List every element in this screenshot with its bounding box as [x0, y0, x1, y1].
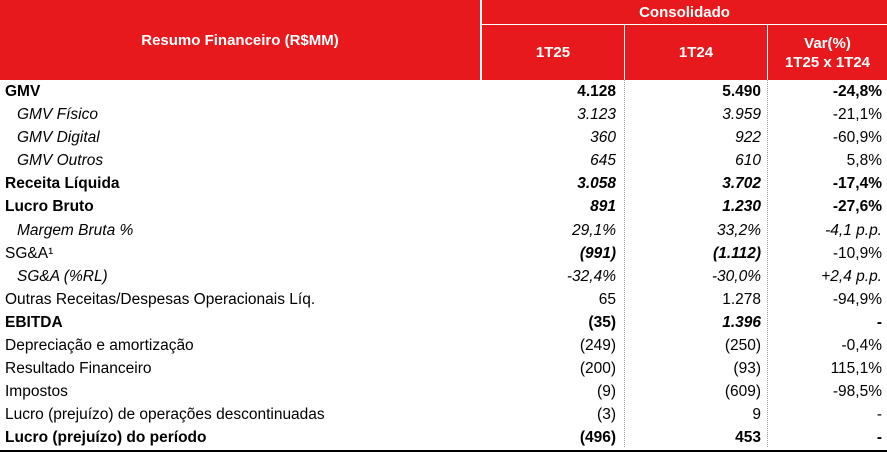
value-1t25: 65 — [598, 290, 616, 308]
value-1t24: -30,0% — [711, 267, 761, 285]
row-label: GMV Digital — [17, 129, 100, 147]
value-1t25: 29,1% — [572, 221, 616, 239]
row-label: Depreciação e amortização — [5, 337, 194, 355]
variation-header-line1: Var(%) — [804, 34, 851, 52]
value-variation: -17,4% — [832, 175, 882, 193]
value-1t24: (250) — [724, 337, 761, 355]
consolidated-group-header: Consolidado — [482, 0, 887, 24]
value-variation: -24,8% — [832, 83, 882, 100]
value-1t25: (200) — [579, 360, 616, 378]
table-row: SG&A¹ (991) (1.112) -10,9% — [0, 242, 887, 265]
row-label: GMV Físico — [17, 106, 98, 124]
value-1t25: 4.128 — [577, 83, 616, 100]
value-1t25: 3.058 — [577, 175, 616, 193]
value-variation: - — [876, 313, 882, 331]
row-label: EBITDA — [5, 313, 63, 331]
value-1t25: (3) — [597, 406, 616, 424]
value-1t24: 922 — [735, 129, 761, 147]
table-row: Resultado Financeiro (200) (93) 115,1% — [0, 357, 887, 380]
row-label: Lucro (prejuízo) de operações descontinu… — [5, 406, 325, 424]
value-1t24: 1.230 — [722, 198, 761, 216]
value-1t24: 3.959 — [722, 106, 761, 124]
column-divider — [624, 80, 625, 447]
value-1t25: (9) — [597, 383, 616, 401]
value-variation: -4,1 p.p. — [825, 221, 882, 239]
table-row: GMV Físico 3.123 3.959 -21,1% — [0, 103, 887, 126]
table-row-total: Lucro (prejuízo) do período (496) 453 - — [0, 426, 887, 452]
row-label: Resultado Financeiro — [5, 360, 152, 378]
column-header-variation: Var(%) 1T25 x 1T24 — [768, 25, 887, 80]
column-divider — [767, 80, 768, 447]
value-1t24: 33,2% — [717, 221, 761, 239]
value-variation: - — [876, 429, 882, 447]
value-variation: 5,8% — [846, 152, 882, 170]
table-row: Receita Líquida 3.058 3.702 -17,4% — [0, 172, 887, 195]
value-variation: 115,1% — [830, 360, 882, 378]
value-1t24: 9 — [752, 406, 761, 424]
value-1t25: 645 — [590, 152, 616, 170]
row-label: Impostos — [5, 383, 68, 401]
value-1t24: 5.490 — [722, 83, 761, 100]
table-row: Outras Receitas/Despesas Operacionais Lí… — [0, 288, 887, 311]
value-1t24: 1.396 — [722, 313, 761, 331]
value-variation: - — [876, 406, 882, 424]
value-1t24: (1.112) — [713, 244, 761, 262]
table-title: Resumo Financeiro (R$MM) — [141, 31, 339, 49]
row-label: Margem Bruta % — [17, 221, 134, 239]
value-1t25: 360 — [590, 129, 616, 147]
value-1t25: (496) — [579, 429, 616, 447]
row-label: Outras Receitas/Despesas Operacionais Lí… — [5, 290, 316, 308]
table-row: GMV Outros 645 610 5,8% — [0, 149, 887, 172]
row-label: SG&A (%RL) — [17, 267, 108, 285]
value-1t24: (93) — [733, 360, 761, 378]
value-1t25: -32,4% — [566, 267, 616, 285]
table-row: SG&A (%RL) -32,4% -30,0% +2,4 p.p. — [0, 265, 887, 288]
column-header-label: 1T24 — [678, 44, 714, 61]
row-label: GMV — [5, 83, 41, 100]
value-1t25: (35) — [588, 313, 616, 331]
column-header-1t25: 1T25 — [482, 25, 624, 80]
value-variation: -98,5% — [832, 383, 882, 401]
group-label: Consolidado — [639, 3, 730, 21]
value-1t24: 3.702 — [722, 175, 761, 193]
value-1t24: 610 — [735, 152, 761, 170]
variation-header-line2: 1T25 x 1T24 — [784, 53, 871, 71]
table-row: GMV 4.128 5.490 -24,8% — [0, 80, 887, 103]
table-row: Impostos (9) (609) -98,5% — [0, 380, 887, 403]
value-variation: -94,9% — [832, 290, 882, 308]
table-title-header: Resumo Financeiro (R$MM) — [0, 0, 480, 80]
value-variation: -21,1% — [832, 106, 882, 124]
column-header-1t24: 1T24 — [625, 25, 767, 80]
value-1t25: 3.123 — [577, 106, 616, 124]
row-label: Lucro Bruto — [5, 198, 94, 216]
value-variation: -0,4% — [841, 337, 883, 355]
column-header-label: 1T25 — [535, 44, 571, 61]
table-row: Depreciação e amortização (249) (250) -0… — [0, 334, 887, 357]
table-row: Lucro (prejuízo) de operações descontinu… — [0, 403, 887, 426]
value-1t24: 1.278 — [722, 290, 761, 308]
value-1t24: 453 — [735, 429, 761, 447]
table-row: Margem Bruta % 29,1% 33,2% -4,1 p.p. — [0, 219, 887, 242]
value-variation: -60,9% — [832, 129, 882, 147]
row-label: SG&A¹ — [5, 244, 54, 262]
value-variation: -27,6% — [832, 198, 882, 216]
row-label: Lucro (prejuízo) do período — [5, 429, 207, 447]
financial-table-body: GMV 4.128 5.490 -24,8% GMV Físico 3.123 … — [0, 80, 887, 452]
table-row: Lucro Bruto 891 1.230 -27,6% — [0, 195, 887, 218]
value-1t25: (249) — [579, 337, 616, 355]
table-row: EBITDA (35) 1.396 - — [0, 311, 887, 334]
table-row: GMV Digital 360 922 -60,9% — [0, 126, 887, 149]
row-label: GMV Outros — [17, 152, 104, 170]
value-1t25: (991) — [579, 244, 616, 262]
value-1t24: (609) — [724, 383, 761, 401]
row-label: Receita Líquida — [5, 175, 120, 193]
value-variation: +2,4 p.p. — [821, 267, 882, 285]
value-1t25: 891 — [590, 198, 616, 216]
value-variation: -10,9% — [832, 244, 882, 262]
